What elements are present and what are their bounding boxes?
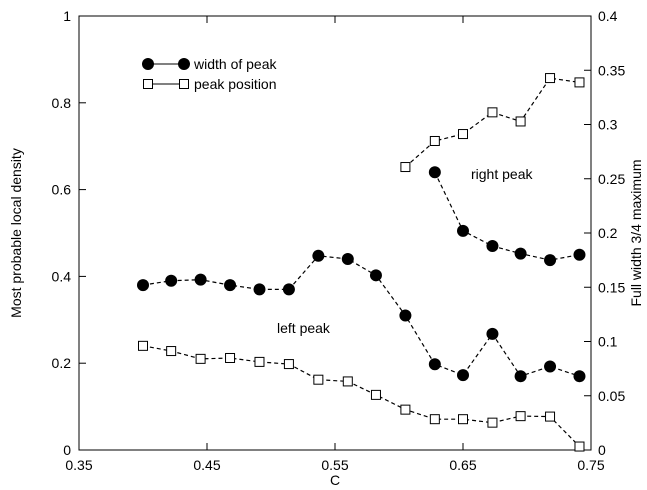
peak-position-point [458,129,468,140]
plot-frame [78,15,592,451]
width-of-peak-point [486,327,499,340]
width-of-peak-line [142,255,580,377]
peak-position-point [458,414,468,425]
width-of-peak-point [282,283,295,296]
y-left-tick-label: 0.6 [52,182,72,198]
width-of-peak-point [573,248,586,261]
y-right-tick-label: 0.25 [598,171,625,187]
x-tick-label: 0.45 [193,457,220,473]
x-tick-label: 0.75 [577,457,604,473]
peak-position-point [225,352,236,363]
width-of-peak-point [514,247,527,260]
y-right-tick-label: 0.15 [598,279,625,295]
peak-position-line [142,345,580,447]
width-of-peak-point [399,309,412,322]
width-of-peak-point [312,249,325,262]
width-of-peak-point [341,253,354,266]
y-left-tick-label: 0.2 [52,355,72,371]
width-of-peak-line [434,171,580,261]
width-of-peak-point [165,274,178,287]
legend: width of peak peak position [142,56,277,92]
width-of-peak-point [573,370,586,383]
x-tick-label: 0.65 [449,457,476,473]
y-left-axis-title: Most probable local density [8,148,24,318]
y-left-tick-label: 0.4 [52,268,72,284]
y-right-tick-label: 0.35 [598,62,625,78]
y-right-tick-label: 0.1 [598,334,618,350]
width-of-peak-point [428,166,441,179]
y-right-tick-label: 0 [598,442,606,458]
peak-position-point [545,411,556,422]
peak-position-point [515,411,526,422]
width-of-peak-point [224,279,237,292]
annotation-right-peak: right peak [471,166,533,182]
peak-position-point [487,107,498,118]
width-of-peak-point [514,370,527,383]
y-right-axis-title: Full width 3/4 maximum [628,159,644,306]
width-of-peak-point [544,360,557,373]
peak-position-point [515,116,526,127]
y-left-tick-label: 1 [63,8,71,24]
y-right-tick-label: 0.4 [598,8,618,24]
width-of-peak-point [369,269,382,282]
peak-position-point [254,356,265,367]
y-right-tick-label: 0.2 [598,225,618,241]
series-layer [137,73,586,452]
peak-position-point [429,135,440,146]
y-right-tick-label: 0.3 [598,117,618,133]
ticks: 0.35 0.45 0.55 0.65 0.7500.20.40.60.8100.050… [52,8,626,473]
legend-marker-width-right [178,58,190,70]
width-of-peak-point [457,369,469,382]
y-right-tick-label: 0.05 [598,388,625,404]
legend-label-position: peak position [194,76,277,92]
peak-position-point [400,404,411,415]
width-of-peak-point [194,273,207,286]
width-of-peak-point [486,240,499,253]
y-left-tick-label: 0 [63,442,71,458]
width-of-peak-point [544,254,557,267]
annotation-left-peak: left peak [277,320,331,336]
peak-position-point [195,353,206,364]
peak-position-point [545,73,556,84]
peak-position-point [342,376,353,387]
x-axis-title: C [330,472,340,488]
peak-position-line [405,77,580,168]
width-of-peak-point [457,224,469,237]
legend-marker-width-left [142,58,154,70]
peak-position-point [313,374,324,385]
legend-label-width: width of peak [193,56,277,72]
legend-marker-position-right [179,79,189,89]
width-of-peak-point [253,283,266,296]
x-tick-label: 0.55 [321,457,348,473]
legend-marker-position-left [143,79,153,89]
peak-position-point [138,340,148,351]
width-of-peak-point [428,358,441,371]
peak-position-point [429,414,440,425]
peak-position-point [370,389,381,400]
peak-position-point [487,417,498,428]
width-of-peak-point [137,279,149,292]
peak-position-point [283,359,294,370]
y-left-tick-label: 0.8 [52,95,72,111]
peak-position-point [400,162,411,173]
x-tick-label: 0.35 [65,457,92,473]
peak-position-point [574,441,585,452]
peak-position-point [574,77,585,88]
peak-position-point [166,346,177,357]
